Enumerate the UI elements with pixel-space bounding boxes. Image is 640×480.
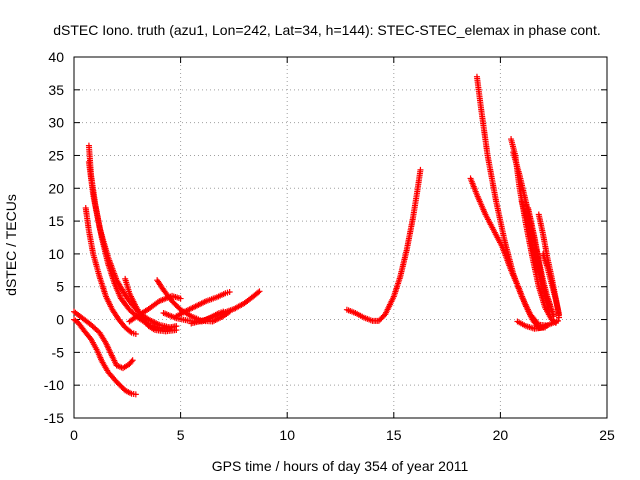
data-point <box>417 166 424 173</box>
y-tick-label: 20 <box>48 180 64 196</box>
y-tick-label: -5 <box>52 344 65 360</box>
data-series <box>514 317 561 332</box>
data-point <box>226 288 233 295</box>
data-point <box>255 289 262 296</box>
y-tick-label: 5 <box>56 279 64 295</box>
chart-title: dSTEC Iono. truth (azu1, Lon=242, Lat=34… <box>53 22 600 38</box>
data-series <box>71 308 136 372</box>
data-points <box>71 73 563 398</box>
x-axis-label: GPS time / hours of day 354 of year 2011 <box>212 458 469 474</box>
data-point <box>132 391 139 398</box>
data-point <box>166 324 173 331</box>
data-point <box>554 317 561 324</box>
y-tick-label: 15 <box>48 213 64 229</box>
data-point <box>556 311 563 318</box>
plot-frame <box>73 56 608 419</box>
y-tick-label: 25 <box>48 147 64 163</box>
data-point <box>132 330 139 337</box>
x-tick-label: 5 <box>177 427 185 443</box>
x-tick-label: 20 <box>493 427 509 443</box>
grid <box>74 57 607 418</box>
data-point <box>256 288 263 295</box>
y-tick-label: 40 <box>48 49 64 65</box>
y-tick-label: -10 <box>44 377 64 393</box>
data-series <box>525 204 555 313</box>
x-tick-label: 25 <box>599 427 615 443</box>
y-tick-label: -15 <box>44 410 64 426</box>
data-series <box>173 288 233 320</box>
data-series <box>343 166 424 324</box>
y-axis-label: dSTEC / TECUs <box>3 194 19 296</box>
x-tick-label: 10 <box>279 427 295 443</box>
data-point <box>550 313 557 320</box>
y-tick-label: 0 <box>56 312 64 328</box>
data-point <box>86 334 93 341</box>
data-point <box>177 295 184 302</box>
data-point <box>173 327 180 334</box>
data-series <box>71 316 139 398</box>
y-tick-label: 30 <box>48 115 64 131</box>
y-tick-label: 10 <box>48 246 64 262</box>
data-point <box>127 328 134 335</box>
x-tick-label: 0 <box>70 427 78 443</box>
data-series <box>85 159 173 331</box>
data-point <box>548 306 555 313</box>
x-tick-label: 15 <box>386 427 402 443</box>
data-point <box>128 358 135 365</box>
ticks: 0 5 10 15 20 25 -15 -10 -5 0 5 10 15 20 25 30 35 40 <box>44 49 615 443</box>
data-series <box>473 73 551 329</box>
data-series <box>540 250 563 318</box>
y-tick-label: 35 <box>48 82 64 98</box>
data-series <box>82 204 139 337</box>
data-series <box>188 288 263 327</box>
data-point <box>129 357 136 364</box>
